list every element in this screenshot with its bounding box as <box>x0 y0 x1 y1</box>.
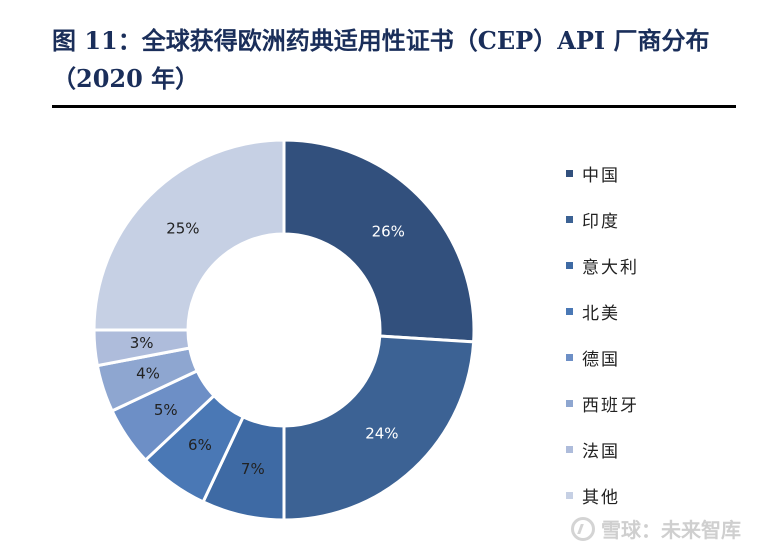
slice-label-8: 25% <box>166 219 199 237</box>
legend-label: 西班牙 <box>582 395 639 416</box>
legend-label: 意大利 <box>582 257 639 278</box>
legend-swatch <box>566 307 573 315</box>
legend-swatch <box>566 169 573 177</box>
legend-item: 北美 <box>566 288 639 334</box>
watermark-text: 雪球：未来智库 <box>601 518 741 542</box>
legend-label: 其他 <box>582 487 620 508</box>
chart-title: 图 11：全球获得欧洲药典适用性证书（CEP）API 厂商分布（2020 年） <box>52 26 710 93</box>
legend-label: 北美 <box>582 303 620 324</box>
legend-swatch <box>566 215 573 223</box>
slice-label-2: 24% <box>365 425 398 443</box>
slice-label-4: 6% <box>188 436 212 454</box>
title-divider <box>52 105 736 108</box>
donut-slice-2 <box>282 334 476 522</box>
legend-label: 中国 <box>582 165 620 186</box>
chart-legend: 中国印度意大利北美德国西班牙法国其他 <box>566 150 639 518</box>
slice-label-7: 3% <box>130 334 154 352</box>
slice-label-1: 26% <box>372 223 405 241</box>
donut-slice-1 <box>282 138 476 344</box>
slice-label-6: 4% <box>136 365 160 383</box>
watermark: 雪球：未来智库 <box>571 514 741 543</box>
legend-swatch <box>566 491 573 499</box>
legend-label: 德国 <box>582 349 620 370</box>
legend-swatch <box>566 445 573 453</box>
snowball-logo-icon <box>571 516 595 541</box>
donut-slice-8 <box>92 138 286 332</box>
slice-label-5: 5% <box>154 401 178 419</box>
legend-item: 西班牙 <box>566 380 639 426</box>
legend-label: 印度 <box>582 211 620 232</box>
slice-label-3: 7% <box>241 460 265 478</box>
legend-item: 法国 <box>566 426 639 472</box>
legend-label: 法国 <box>582 441 620 462</box>
legend-item: 中国 <box>566 150 639 196</box>
legend-swatch <box>566 353 573 361</box>
legend-item: 意大利 <box>566 242 639 288</box>
legend-swatch <box>566 261 573 269</box>
legend-item: 其他 <box>566 472 639 518</box>
legend-item: 德国 <box>566 334 639 380</box>
legend-swatch <box>566 399 573 407</box>
legend-item: 印度 <box>566 196 639 242</box>
